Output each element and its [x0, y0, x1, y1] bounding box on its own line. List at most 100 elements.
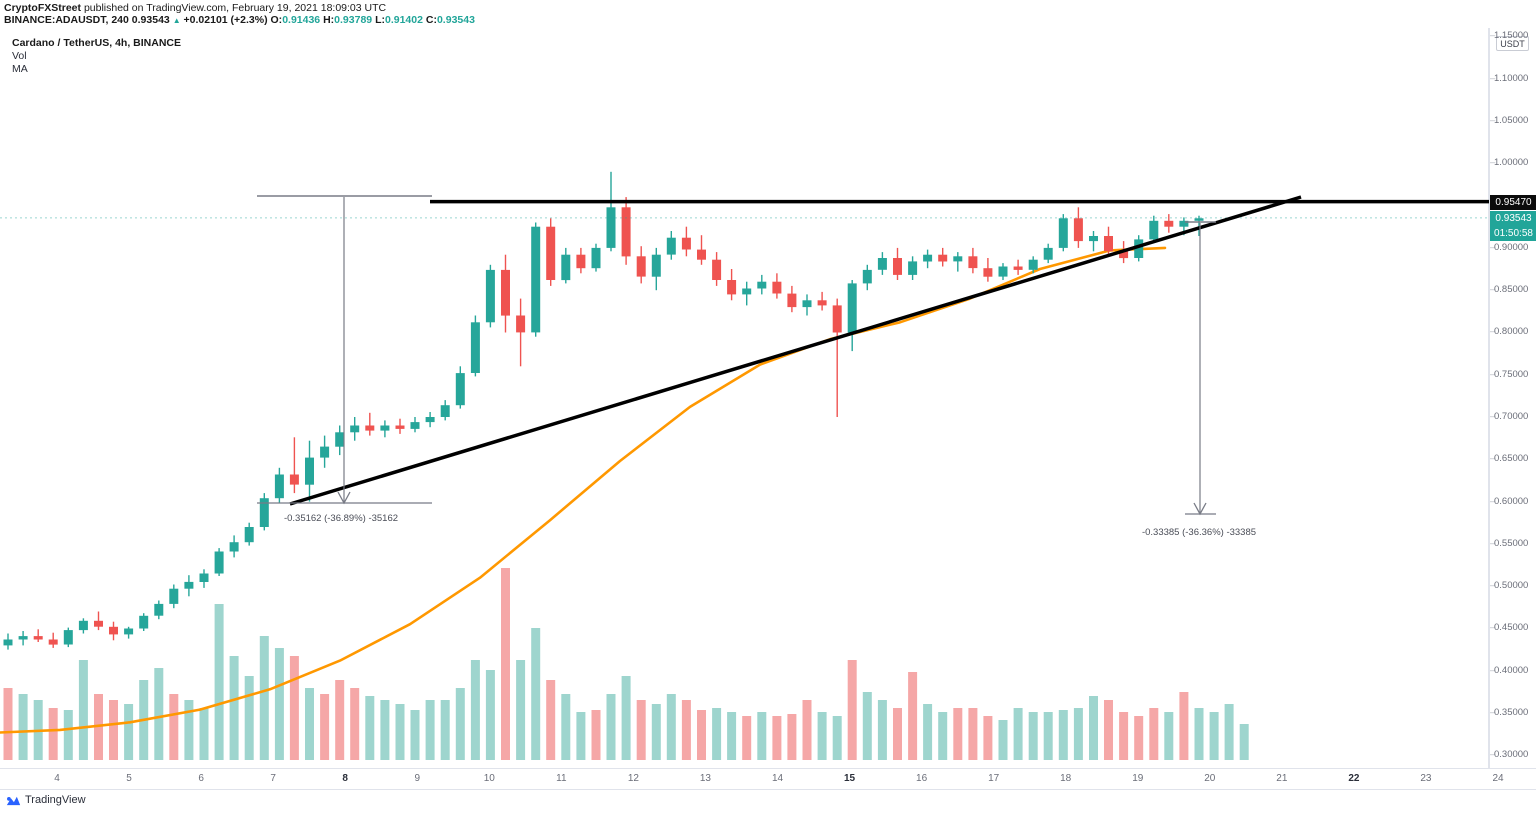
- volume-bar: [214, 604, 224, 760]
- candle-body: [666, 237, 676, 255]
- time-tick: 21: [1276, 773, 1288, 784]
- candle-body: [18, 636, 28, 640]
- plot-canvas: [0, 171, 1489, 760]
- volume-bar: [78, 660, 88, 760]
- candle-body: [184, 581, 194, 589]
- time-tick: 24: [1492, 773, 1504, 784]
- volume-bar: [48, 708, 58, 760]
- volume-bar: [1239, 724, 1249, 760]
- volume-bar: [485, 670, 495, 760]
- volume-bar: [1179, 692, 1189, 760]
- legend-title[interactable]: Cardano / TetherUS, 4h, BINANCE: [12, 37, 181, 49]
- legend-ma[interactable]: MA: [12, 63, 28, 75]
- ascending-trendline[interactable]: [289, 195, 1302, 506]
- candle-body: [154, 603, 164, 616]
- volume-bar: [1194, 708, 1204, 760]
- candle-body: [1164, 220, 1174, 227]
- price-change-value: +0.02101 (+2.3%): [183, 14, 268, 26]
- candle-body: [470, 322, 480, 373]
- candle-body: [1194, 218, 1204, 221]
- bar-countdown-label: 01:50:58: [1490, 225, 1536, 241]
- time-tick: 5: [126, 773, 132, 784]
- volume-bar: [636, 700, 646, 760]
- volume-bar: [274, 648, 284, 760]
- candle-body: [772, 281, 782, 294]
- volume-bar: [666, 694, 676, 760]
- volume-bar: [1164, 712, 1174, 760]
- interval-label[interactable]: 240: [111, 14, 129, 26]
- legend-volume[interactable]: Vol: [12, 50, 27, 62]
- volume-bar: [1104, 700, 1113, 760]
- volume-bar: [1224, 704, 1234, 760]
- volume-bar: [847, 660, 857, 760]
- volume-bar: [877, 700, 887, 760]
- price-up-arrow-icon: ▲: [172, 16, 181, 25]
- time-tick: 20: [1204, 773, 1216, 784]
- candle-body: [712, 259, 722, 280]
- price-scale[interactable]: USDT –1.15000 –1.10000 –1.05000 –1.00000 –0.…: [1489, 28, 1536, 768]
- candle-body: [877, 258, 887, 270]
- candle-body: [727, 280, 737, 295]
- candle-body: [259, 498, 269, 527]
- tradingview-logo[interactable]: TradingView: [6, 794, 86, 806]
- price-tick: –0.40000: [1490, 664, 1529, 676]
- time-tick: 19: [1132, 773, 1144, 784]
- chart-pane[interactable]: Cardano / TetherUS, 4h, BINANCE Vol MA: [0, 28, 1489, 768]
- publisher-name: CryptoFXStreet: [4, 2, 82, 14]
- price-tick: –0.85000: [1490, 284, 1529, 296]
- candle-body: [516, 315, 526, 333]
- high-value: 0.93789: [334, 14, 373, 26]
- volume-bar: [184, 700, 194, 760]
- volume-bar: [18, 694, 28, 760]
- volume-bar: [516, 660, 526, 760]
- volume-bar: [862, 692, 872, 760]
- candle-body: [410, 422, 420, 429]
- candle-body: [124, 628, 134, 635]
- ma-line: [0, 246, 1167, 734]
- price-tick: –0.60000: [1490, 495, 1529, 507]
- symbol-ticker[interactable]: BINANCE:ADAUSDT,: [4, 14, 109, 26]
- candle-body: [561, 254, 571, 281]
- price-tick: –0.70000: [1490, 411, 1529, 423]
- volume-bar: [923, 704, 933, 760]
- candle-body: [1179, 220, 1189, 227]
- price-tick: –1.10000: [1490, 72, 1529, 84]
- time-tick: 14: [771, 773, 784, 784]
- candle-body: [1073, 218, 1083, 242]
- time-tick: 4: [54, 773, 60, 784]
- volume-bar: [501, 568, 510, 760]
- volume-bar: [425, 700, 435, 760]
- volume-bar: [259, 636, 269, 760]
- volume-bar: [440, 700, 450, 760]
- candle-body: [968, 256, 978, 269]
- candle-body: [350, 425, 360, 433]
- time-scale[interactable]: 4 5 6 7 8 9 10 11 12 13 14 15 16 17 18 19 20 21 22 23 24: [0, 768, 1536, 790]
- candle-body: [289, 474, 299, 485]
- low-value: 0.91402: [384, 14, 423, 26]
- volume-bar: [697, 710, 706, 760]
- high-label: H:: [323, 14, 335, 26]
- volume-bar: [787, 714, 797, 760]
- volume-bar: [1149, 708, 1159, 760]
- volume-bar: [591, 710, 601, 760]
- measure-tool-left[interactable]: [257, 195, 432, 505]
- price-tick: –0.90000: [1490, 241, 1529, 253]
- resistance-price-label: 0.95470: [1490, 194, 1536, 210]
- volume-bar: [998, 720, 1008, 760]
- volume-bar: [546, 680, 556, 760]
- candle-body: [1104, 236, 1113, 252]
- last-price-label: 0.93543: [1490, 210, 1536, 226]
- candle-body: [320, 446, 330, 458]
- volume-bar: [983, 716, 993, 760]
- measure-tool-right[interactable]: [1185, 221, 1216, 516]
- candle-body: [923, 254, 933, 262]
- volume-bar: [531, 628, 541, 760]
- price-tick: –0.45000: [1490, 622, 1529, 634]
- candle-body: [983, 268, 993, 277]
- candle-body: [606, 207, 616, 248]
- low-label: L:: [375, 14, 385, 26]
- volume-bar: [244, 676, 254, 760]
- volume-bar: [772, 716, 782, 760]
- chart-header: CryptoFXStreet published on TradingView.…: [0, 0, 1536, 28]
